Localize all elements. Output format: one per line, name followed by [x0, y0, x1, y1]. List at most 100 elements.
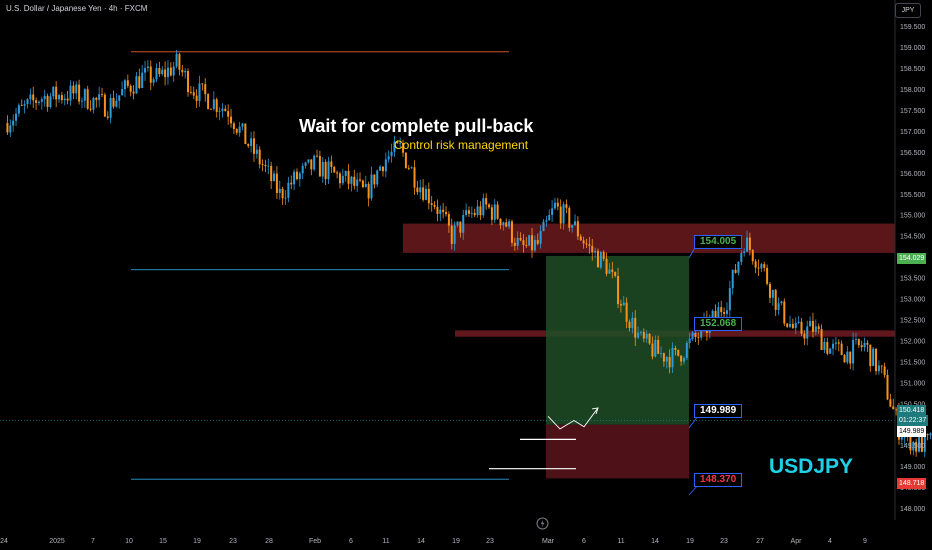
time-tick-label: 23: [486, 538, 494, 545]
candle-body: [895, 409, 898, 411]
candle-body: [298, 173, 301, 180]
candle-body: [155, 68, 158, 80]
replay-icon[interactable]: [536, 517, 549, 530]
candle-body: [17, 105, 20, 114]
candle-body: [103, 94, 106, 117]
candle-body: [470, 212, 473, 214]
price-tick-label: 158.000: [900, 87, 925, 94]
candle-body: [86, 89, 89, 109]
candle-body: [654, 339, 657, 357]
candle-body: [55, 86, 58, 100]
candle-body: [381, 166, 384, 172]
candle-body: [728, 288, 731, 311]
candle-body: [751, 250, 754, 262]
currency-button[interactable]: JPY: [895, 3, 921, 18]
candle-body: [149, 66, 152, 83]
candle-body: [46, 95, 49, 108]
candle-body: [344, 170, 347, 176]
time-tick-label: 19: [686, 538, 694, 545]
candle-body: [473, 212, 476, 216]
candle-body: [181, 69, 184, 73]
time-tick-label: 7: [91, 538, 95, 545]
candle-body: [599, 252, 602, 268]
candle-body: [95, 97, 98, 100]
candle-body: [347, 170, 350, 184]
candle-body: [270, 165, 273, 182]
candle-body: [591, 245, 594, 253]
candle-body: [75, 84, 78, 94]
candle-body: [766, 267, 769, 284]
candle-body: [387, 156, 390, 160]
candle-body: [797, 321, 800, 323]
ticker-label: USDJPY: [769, 455, 854, 478]
candle-body: [680, 355, 683, 362]
time-tick-label: Mar: [542, 538, 555, 545]
time-tick-label: 11: [382, 538, 389, 545]
candle-body: [433, 204, 436, 207]
candle-body: [585, 243, 588, 245]
candle-body: [80, 100, 83, 102]
price-tick-label: 156.500: [900, 150, 925, 157]
candle-body: [29, 94, 32, 100]
candle-body: [533, 240, 536, 251]
time-tick-label: 14: [417, 538, 425, 545]
candle-body: [502, 222, 505, 226]
candle-body: [69, 85, 72, 101]
candle-body: [6, 123, 9, 133]
candle-body: [189, 92, 192, 93]
candle-body: [674, 347, 677, 350]
candle-body: [393, 141, 396, 152]
candle-body: [132, 91, 135, 94]
candle-body: [645, 333, 648, 339]
candle-body: [78, 84, 81, 102]
time-tick-label: 23: [229, 538, 237, 545]
candle-body: [447, 214, 450, 226]
candle-body: [313, 155, 316, 170]
candle-body: [118, 95, 121, 101]
candle-body: [164, 69, 167, 78]
price-tick-label: 152.000: [900, 338, 925, 345]
candle-body: [536, 240, 539, 244]
candle-body: [187, 71, 190, 93]
candle-body: [430, 203, 433, 205]
candle-body: [72, 85, 75, 94]
candle-body: [241, 123, 244, 127]
candle-body: [513, 242, 516, 246]
candle-body: [37, 101, 40, 103]
candle-body: [531, 235, 534, 251]
candle-body: [628, 321, 631, 329]
candle-body: [198, 83, 201, 102]
candle-body: [290, 182, 293, 185]
candle-body: [49, 96, 52, 108]
candle-body: [877, 365, 880, 372]
candle-body: [920, 437, 923, 452]
candle-body: [321, 161, 324, 177]
price-tick-label: 155.000: [900, 213, 925, 220]
price-tag-stop: 148.718: [897, 478, 927, 489]
time-tick-label: 24: [0, 538, 8, 545]
candle-body: [9, 125, 12, 133]
candle-body: [230, 116, 233, 124]
candle-body: [459, 221, 462, 233]
candle-body: [622, 302, 625, 306]
candle-body: [857, 339, 860, 346]
candle-body: [350, 176, 353, 184]
candle-body: [843, 354, 846, 363]
candle-body: [399, 142, 402, 144]
candle-body: [250, 138, 253, 146]
candle-body: [737, 261, 740, 273]
price-tag-resistance: 154.029: [897, 253, 927, 264]
candle-body: [852, 339, 855, 364]
candle-body: [794, 322, 797, 328]
candle-body: [258, 149, 261, 165]
candle-body: [685, 342, 688, 359]
candle-body: [760, 264, 763, 269]
level-label-entry: 149.989: [694, 404, 743, 418]
candle-body: [275, 173, 278, 193]
candle-body: [814, 326, 817, 332]
candle-body: [304, 162, 307, 166]
candle-body: [723, 312, 726, 314]
candle-body: [611, 269, 614, 272]
candle-body: [714, 310, 717, 318]
